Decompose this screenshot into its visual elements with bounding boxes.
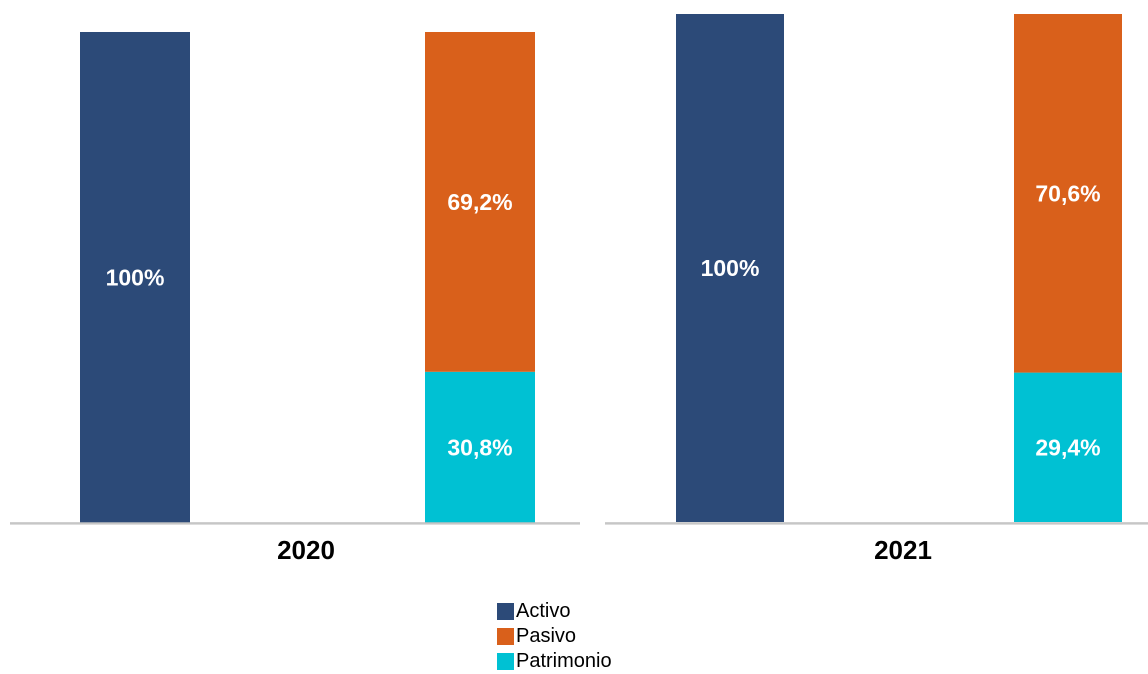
chart-panel-2021: 100% 29,4% 70,6% 2021 (605, 14, 1148, 565)
legend-swatch-patrimonio (497, 653, 514, 670)
legend-item-pasivo: Pasivo (497, 624, 612, 649)
bar-activo-2020 (80, 32, 190, 523)
data-label-patrimonio-2021: 29,4% (1035, 434, 1100, 460)
chart-panel-2020: 100% 30,8% 69,2% 2020 (10, 32, 580, 565)
legend-swatch-pasivo (497, 628, 514, 645)
x-axis-label-2020: 2020 (277, 535, 335, 565)
bar-patrimonio-2020 (425, 371, 535, 523)
legend-swatch-activo (497, 603, 514, 620)
data-label-patrimonio-2020: 30,8% (447, 434, 512, 460)
data-label-pasivo-2021: 70,6% (1035, 180, 1100, 206)
x-axis-label-2021: 2021 (874, 535, 932, 565)
bar-activo-2021 (676, 14, 784, 522)
legend-item-activo: Activo (497, 599, 612, 624)
data-label-activo-2021: 100% (701, 255, 760, 281)
legend-item-patrimonio: Patrimonio (497, 649, 612, 674)
bar-pasivo-2021 (1014, 14, 1122, 373)
bar-patrimonio-2021 (1014, 372, 1122, 522)
data-label-activo-2020: 100% (106, 265, 165, 291)
bar-pasivo-2020 (425, 32, 535, 372)
legend-label-pasivo: Pasivo (516, 625, 577, 647)
data-label-pasivo-2020: 69,2% (447, 189, 512, 215)
legend: Activo Pasivo Patrimonio (497, 599, 612, 674)
legend-label-activo: Activo (516, 600, 571, 622)
legend-label-patrimonio: Patrimonio (516, 650, 612, 672)
